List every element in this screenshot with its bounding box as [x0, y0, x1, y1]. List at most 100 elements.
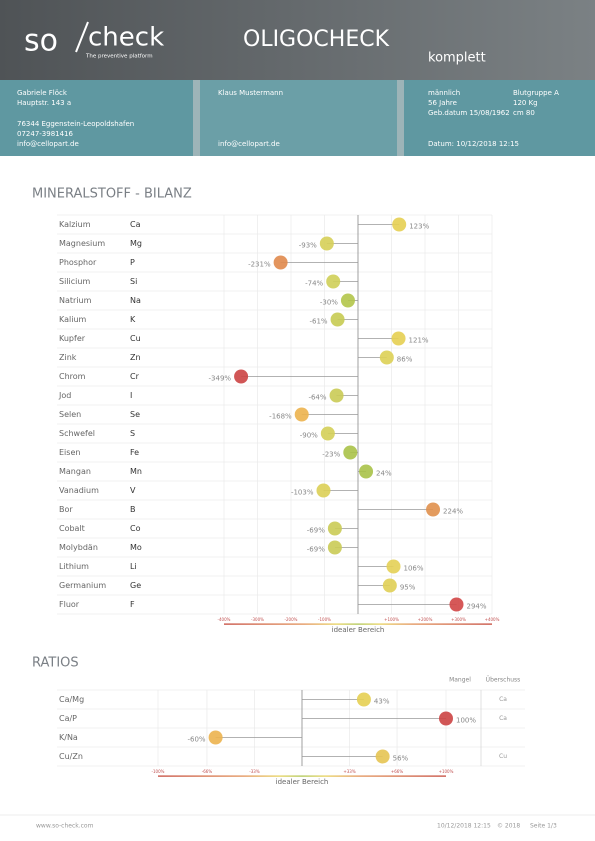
- dot: [359, 464, 374, 479]
- dot: [392, 217, 407, 232]
- symbol-label: B: [130, 505, 136, 514]
- symbol-label: Mg: [130, 239, 142, 248]
- x-tick-label: +33%: [343, 769, 355, 774]
- dot: [320, 426, 335, 441]
- value-label: 106%: [404, 565, 424, 573]
- x-axis-label: idealer Bereich: [332, 626, 385, 634]
- category-label: Phosphor: [59, 258, 97, 267]
- value-label: 121%: [409, 337, 429, 345]
- x-tick-label: -100%: [152, 769, 165, 774]
- category-label: Molybdän: [59, 543, 98, 552]
- dot: [294, 407, 309, 422]
- x-tick-label: +66%: [391, 769, 403, 774]
- section-title: RATIOS: [32, 656, 79, 671]
- symbol-label: Ca: [130, 220, 141, 229]
- dot: [327, 540, 342, 555]
- info: cm 80: [513, 109, 535, 117]
- category-label: Germanium: [59, 581, 106, 590]
- info: 76344 Eggenstein-Leopoldshafen: [17, 120, 134, 128]
- panel: [200, 80, 397, 156]
- footer: © 2018: [497, 823, 520, 830]
- x-tick-label: -300%: [251, 617, 264, 622]
- info: Datum: 10/12/2018 12:15: [428, 140, 519, 148]
- category-label: Jod: [58, 391, 71, 400]
- value-label: 224%: [443, 508, 463, 516]
- category-label: Schwefel: [59, 429, 95, 438]
- value-label: -231%: [248, 261, 271, 269]
- title: OLIGOCHECK: [243, 27, 390, 52]
- symbol-label: K: [130, 315, 136, 324]
- x-tick-label: -400%: [218, 617, 231, 622]
- value-label: -64%: [308, 394, 326, 402]
- dot: [386, 559, 401, 574]
- x-axis-label: idealer Bereich: [276, 778, 329, 786]
- excess-label: Ca: [499, 715, 507, 722]
- category-label: Ca/P: [59, 714, 77, 723]
- category-label: Natrium: [59, 296, 92, 305]
- symbol-label: V: [130, 486, 136, 495]
- dot: [208, 730, 223, 745]
- symbol-label: Si: [130, 277, 137, 286]
- category-label: Cu/Zn: [59, 752, 83, 761]
- dot: [234, 369, 249, 384]
- range-bar: [158, 775, 446, 777]
- info: männlich: [428, 89, 460, 97]
- value-label: -30%: [320, 299, 338, 307]
- dot: [375, 749, 390, 764]
- dot: [449, 597, 464, 612]
- value-label: -61%: [309, 318, 327, 326]
- value-label: -69%: [307, 546, 325, 554]
- x-tick-label: -33%: [249, 769, 260, 774]
- symbol-label: Zn: [130, 353, 141, 362]
- footer: 10/12/2018 12:15: [437, 823, 491, 830]
- value-label: -69%: [307, 527, 325, 535]
- category-label: Zink: [59, 353, 77, 362]
- value-label: -349%: [209, 375, 232, 383]
- x-tick-label: -200%: [285, 617, 298, 622]
- value-label: 86%: [397, 356, 413, 364]
- category-label: Kalium: [59, 315, 87, 324]
- category-label: Eisen: [59, 448, 80, 457]
- symbol-label: F: [130, 600, 135, 609]
- panel: [404, 80, 595, 156]
- dot: [343, 445, 358, 460]
- info: info@cellopart.de: [218, 140, 280, 148]
- dot: [330, 312, 345, 327]
- dot: [426, 502, 441, 517]
- footer: Seite 1/3: [530, 823, 557, 830]
- category-label: Silicium: [59, 277, 90, 286]
- value-label: -93%: [299, 242, 317, 250]
- category-label: Magnesium: [59, 239, 105, 248]
- category-label: Kupfer: [59, 334, 86, 343]
- category-label: Bor: [59, 505, 73, 514]
- symbol-label: Li: [130, 562, 137, 571]
- symbol-label: Se: [130, 410, 140, 419]
- info: Geb.datum 15/08/1962: [428, 109, 510, 117]
- category-label: Vanadium: [59, 486, 99, 495]
- value-label: 43%: [374, 698, 390, 706]
- dot: [326, 274, 341, 289]
- value-label: 56%: [393, 755, 409, 763]
- x-tick-label: -100%: [318, 617, 331, 622]
- dot: [319, 236, 334, 251]
- info: Blutgruppe A: [513, 89, 559, 97]
- symbol-label: I: [130, 391, 132, 400]
- value-label: 123%: [409, 223, 429, 231]
- logo-slash: [75, 21, 89, 53]
- value-label: 100%: [456, 717, 476, 725]
- symbol-label: Cu: [130, 334, 141, 343]
- category-label: Ca/Mg: [59, 695, 84, 704]
- column-header: Mangel: [449, 677, 471, 684]
- info: 56 Jahre: [428, 99, 457, 107]
- x-tick-label: +200%: [418, 617, 433, 622]
- panel: [0, 80, 193, 156]
- value-label: 24%: [376, 470, 392, 478]
- value-label: -23%: [322, 451, 340, 459]
- value-label: -90%: [300, 432, 318, 440]
- category-label: K/Na: [59, 733, 78, 742]
- dot: [382, 578, 397, 593]
- logo: so: [24, 24, 58, 59]
- range-bar: [224, 623, 492, 625]
- category-label: Cobalt: [59, 524, 85, 533]
